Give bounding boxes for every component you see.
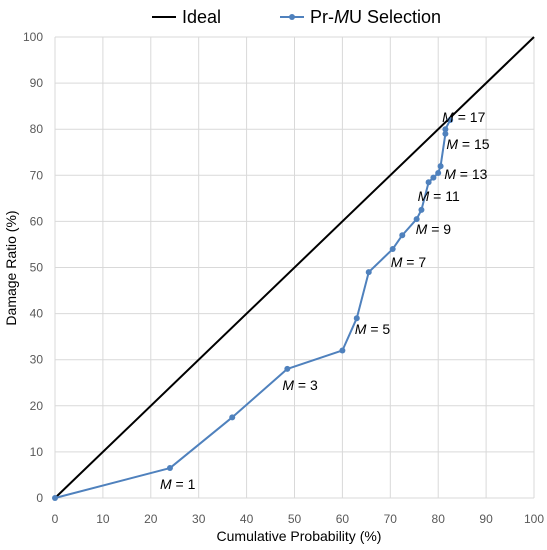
tick-labels: 0 10 20 30 40 50 60 70 80 90 100 0 10 20 30 40 50 60 70 80 9… (23, 30, 544, 526)
annotation-variable: M (418, 188, 430, 204)
pr-mu-point-10 (418, 206, 425, 213)
pr-mu-point-4 (339, 347, 346, 354)
x-tick-label-10: 10 (96, 512, 110, 526)
legend: Ideal Pr-MU Selection (152, 7, 441, 27)
annotation-value: = 11 (429, 188, 460, 204)
annotation-value: = 17 (454, 109, 486, 125)
pr-mu-point-7 (389, 246, 396, 253)
legend-series-suffix: U Selection (349, 7, 441, 27)
legend-ideal-label: Ideal (182, 7, 221, 27)
x-tick-label-60: 60 (336, 512, 350, 526)
annotation-m-3: M = 3 (282, 377, 318, 393)
pr-mu-point-14 (437, 163, 444, 170)
annotation-m-11: M = 11 (418, 188, 460, 204)
y-tick-label-90: 90 (30, 76, 44, 90)
annotation-value: = 3 (294, 377, 318, 393)
pr-mu-point-0 (52, 495, 58, 501)
x-axis-title: Cumulative Probability (%) (217, 528, 382, 544)
x-tick-label-20: 20 (144, 512, 158, 526)
y-tick-label-0: 0 (36, 491, 43, 505)
legend-series-label: Pr-MU Selection (310, 7, 441, 27)
y-tick-label-20: 20 (30, 399, 44, 413)
pr-mu-point-16 (442, 126, 449, 133)
legend-series-prefix: Pr- (310, 7, 334, 27)
annotation-m-9: M = 9 (416, 221, 452, 237)
annotation-variable: M (391, 254, 403, 270)
annotation-m-1: M = 1 (160, 476, 196, 492)
y-tick-label-60: 60 (30, 214, 44, 228)
pr-mu-point-6 (365, 269, 372, 276)
annotation-variable: M (442, 109, 454, 125)
ideal-line (54, 36, 535, 499)
pr-mu-point-2 (229, 414, 236, 421)
annotation-value: = 13 (456, 166, 488, 182)
annotation-value: = 15 (458, 136, 490, 152)
legend-series-italic: M (334, 7, 349, 27)
grid (54, 36, 535, 499)
point-annotations: M = 1M = 3M = 5M = 7M = 9M = 11M = 13M =… (160, 109, 490, 492)
annotation-m-7: M = 7 (391, 254, 427, 270)
y-tick-label-50: 50 (30, 261, 44, 275)
x-tick-label-40: 40 (240, 512, 254, 526)
x-tick-label-70: 70 (384, 512, 398, 526)
pr-mu-point-17 (447, 116, 454, 123)
annotation-variable: M (444, 166, 456, 182)
pr-mu-point-13 (435, 169, 442, 176)
annotation-m-17: M = 17 (442, 109, 485, 125)
annotation-value: = 9 (427, 221, 451, 237)
annotation-m-15: M = 15 (446, 136, 489, 152)
y-axis-title: Damage Ratio (%) (3, 210, 19, 325)
x-tick-label-80: 80 (432, 512, 446, 526)
y-tick-label-40: 40 (30, 307, 44, 321)
pr-mu-point-5 (353, 315, 360, 322)
legend-series-marker (289, 14, 295, 20)
annotation-variable: M (446, 136, 458, 152)
pr-mu-point-1 (166, 465, 173, 472)
annotation-value: = 1 (172, 476, 196, 492)
annotation-m-13: M = 13 (444, 166, 487, 182)
y-tick-label-100: 100 (23, 30, 43, 44)
y-tick-label-30: 30 (30, 353, 44, 367)
x-tick-label-100: 100 (524, 512, 544, 526)
annotation-variable: M (355, 321, 367, 337)
x-tick-label-30: 30 (192, 512, 206, 526)
pr-mu-point-9 (413, 216, 420, 223)
y-tick-label-80: 80 (30, 122, 44, 136)
x-tick-label-50: 50 (288, 512, 302, 526)
pr-mu-point-8 (399, 232, 406, 239)
pr-mu-point-15 (442, 130, 449, 137)
pr-mu-series-line (54, 119, 452, 499)
x-tick-label-90: 90 (479, 512, 493, 526)
pr-mu-series (52, 116, 454, 501)
annotation-value: = 5 (366, 321, 390, 337)
y-tick-label-10: 10 (30, 445, 44, 459)
ideal-series (54, 36, 535, 499)
annotation-variable: M (416, 221, 428, 237)
pr-mu-point-3 (284, 365, 291, 372)
x-tick-label-0: 0 (52, 512, 59, 526)
annotation-m-5: M = 5 (355, 321, 391, 337)
y-tick-label-70: 70 (30, 168, 44, 182)
annotation-variable: M (282, 377, 294, 393)
annotation-value: = 7 (402, 254, 426, 270)
pr-mu-point-12 (430, 174, 437, 181)
pr-mu-point-11 (425, 179, 432, 186)
annotation-variable: M (160, 476, 172, 492)
